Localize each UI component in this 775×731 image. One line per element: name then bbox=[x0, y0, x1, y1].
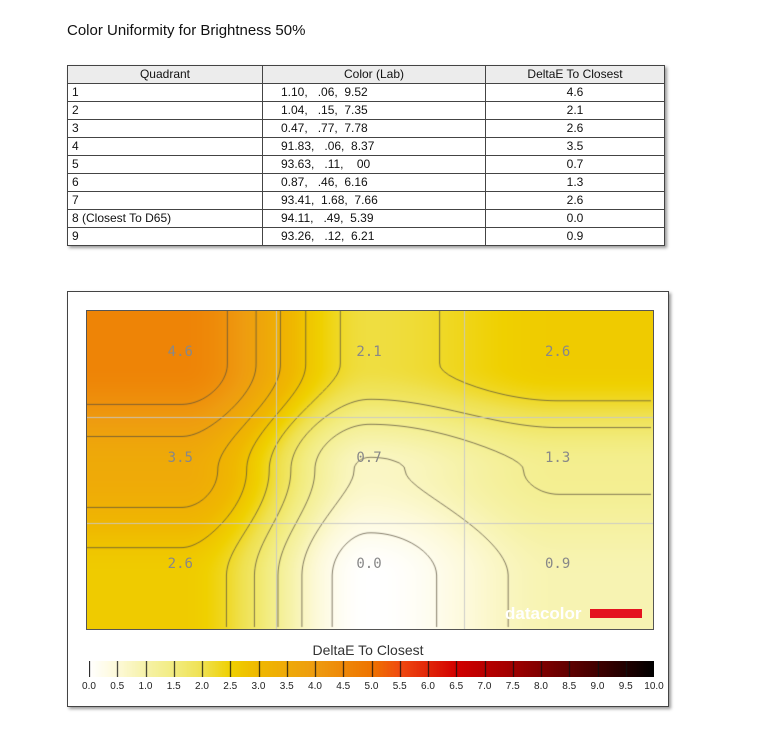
datacolor-logo-bar bbox=[590, 609, 642, 618]
colorbar-tick-label: 3.0 bbox=[251, 681, 266, 692]
colorbar-tick-label: 7.0 bbox=[477, 681, 492, 692]
colorbar-tick-label: 4.0 bbox=[308, 681, 322, 692]
cell-value-label: 0.7 bbox=[356, 450, 382, 467]
cell-value-label: 2.6 bbox=[167, 556, 193, 573]
deltae-cell: 1.3 bbox=[485, 173, 665, 192]
color-lab-cell: 0.47, .77, 7.78 bbox=[262, 119, 486, 138]
colorbar-tick-label: 0.5 bbox=[110, 681, 125, 692]
colorbar-tick-label: 9.0 bbox=[590, 681, 605, 692]
uniformity-chart: 4.6 2.1 2.6 3.5 0.7 1.3 2.6 0.0 0.9 datacolor De… bbox=[67, 291, 669, 707]
heatmap-canvas bbox=[86, 310, 654, 630]
colorbar-title: DeltaE To Closest bbox=[312, 642, 424, 658]
colorbar-tick-label: 0.0 bbox=[82, 681, 96, 692]
color-lab-cell: 0.87, .46, 6.16 bbox=[262, 173, 486, 192]
datacolor-logo: datacolor bbox=[505, 604, 582, 623]
cell-value-label: 4.6 bbox=[167, 344, 193, 361]
cell-value-label: 2.6 bbox=[545, 344, 571, 361]
quadrant-cell: 4 bbox=[67, 137, 263, 156]
deltae-cell: 2.1 bbox=[485, 101, 665, 120]
colorbar-tick-label: 8.5 bbox=[562, 681, 577, 692]
header-color-lab: Color (Lab) bbox=[262, 65, 486, 84]
cell-value-label: 3.5 bbox=[167, 450, 193, 467]
table-row: 8 (Closest To D65) 94.11, .49, 5.39 0.0 bbox=[67, 209, 665, 228]
cell-value-label: 2.1 bbox=[356, 344, 382, 361]
quadrant-cell: 9 bbox=[67, 227, 263, 246]
deltae-cell: 2.6 bbox=[485, 191, 665, 210]
quadrant-cell: 7 bbox=[67, 191, 263, 210]
color-lab-cell: 93.41, 1.68, 7.66 bbox=[262, 191, 486, 210]
colorbar-tick-label: 5.0 bbox=[364, 681, 379, 692]
color-lab-cell: 91.83, .06, 8.37 bbox=[262, 137, 486, 156]
quadrant-cell: 3 bbox=[67, 119, 263, 138]
colorbar-tick-label: 5.5 bbox=[392, 681, 407, 692]
color-lab-cell: 93.63, .11, 00 bbox=[262, 155, 486, 174]
color-lab-cell: 94.11, .49, 5.39 bbox=[262, 209, 486, 228]
colorbar-tick-label: 8.0 bbox=[534, 681, 548, 692]
colorbar-tick-label: 2.0 bbox=[195, 681, 209, 692]
colorbar-tick-label: 2.5 bbox=[223, 681, 238, 692]
table-row: 7 93.41, 1.68, 7.66 2.6 bbox=[67, 191, 665, 210]
cell-value-label: 0.0 bbox=[356, 556, 382, 573]
deltae-cell: 3.5 bbox=[485, 137, 665, 156]
colorbar-tick-label: 7.5 bbox=[505, 681, 520, 692]
color-lab-cell: 1.10, .06, 9.52 bbox=[262, 83, 486, 102]
table-row: 6 0.87, .46, 6.16 1.3 bbox=[67, 173, 665, 192]
table-row: 4 91.83, .06, 8.37 3.5 bbox=[67, 137, 665, 156]
color-lab-cell: 1.04, .15, 7.35 bbox=[262, 101, 486, 120]
colorbar-tick-label: 1.5 bbox=[166, 681, 181, 692]
quadrant-cell: 5 bbox=[67, 155, 263, 174]
colorbar bbox=[89, 661, 654, 677]
deltae-cell: 2.6 bbox=[485, 119, 665, 138]
colorbar-tick-label: 10.0 bbox=[644, 681, 664, 692]
uniformity-table: Quadrant Color (Lab) DeltaE To Closest 1… bbox=[67, 65, 665, 246]
table-row: 1 1.10, .06, 9.52 4.6 bbox=[67, 83, 665, 102]
table-row: 5 93.63, .11, 00 0.7 bbox=[67, 155, 665, 174]
quadrant-cell: 1 bbox=[67, 83, 263, 102]
table-row: 9 93.26, .12, 6.21 0.9 bbox=[67, 227, 665, 246]
quadrant-cell: 8 (Closest To D65) bbox=[67, 209, 263, 228]
deltae-cell: 4.6 bbox=[485, 83, 665, 102]
header-deltae: DeltaE To Closest bbox=[485, 65, 665, 84]
colorbar-tick-label: 4.5 bbox=[336, 681, 351, 692]
colorbar-tick-label: 6.0 bbox=[421, 681, 435, 692]
cell-value-label: 1.3 bbox=[545, 450, 571, 467]
colorbar-tick-label: 3.5 bbox=[279, 681, 294, 692]
table-row: 3 0.47, .77, 7.78 2.6 bbox=[67, 119, 665, 138]
deltae-cell: 0.7 bbox=[485, 155, 665, 174]
cell-value-label: 0.9 bbox=[545, 556, 571, 573]
deltae-cell: 0.9 bbox=[485, 227, 665, 246]
color-lab-cell: 93.26, .12, 6.21 bbox=[262, 227, 486, 246]
quadrant-cell: 2 bbox=[67, 101, 263, 120]
colorbar-tick-label: 1.0 bbox=[138, 681, 153, 692]
page-title: Color Uniformity for Brightness 50% bbox=[67, 22, 306, 39]
deltae-cell: 0.0 bbox=[485, 209, 665, 228]
table-row: 2 1.04, .15, 7.35 2.1 bbox=[67, 101, 665, 120]
header-quadrant: Quadrant bbox=[67, 65, 263, 84]
colorbar-tick-label: 9.5 bbox=[618, 681, 633, 692]
colorbar-tick-label: 6.5 bbox=[449, 681, 464, 692]
quadrant-cell: 6 bbox=[67, 173, 263, 192]
